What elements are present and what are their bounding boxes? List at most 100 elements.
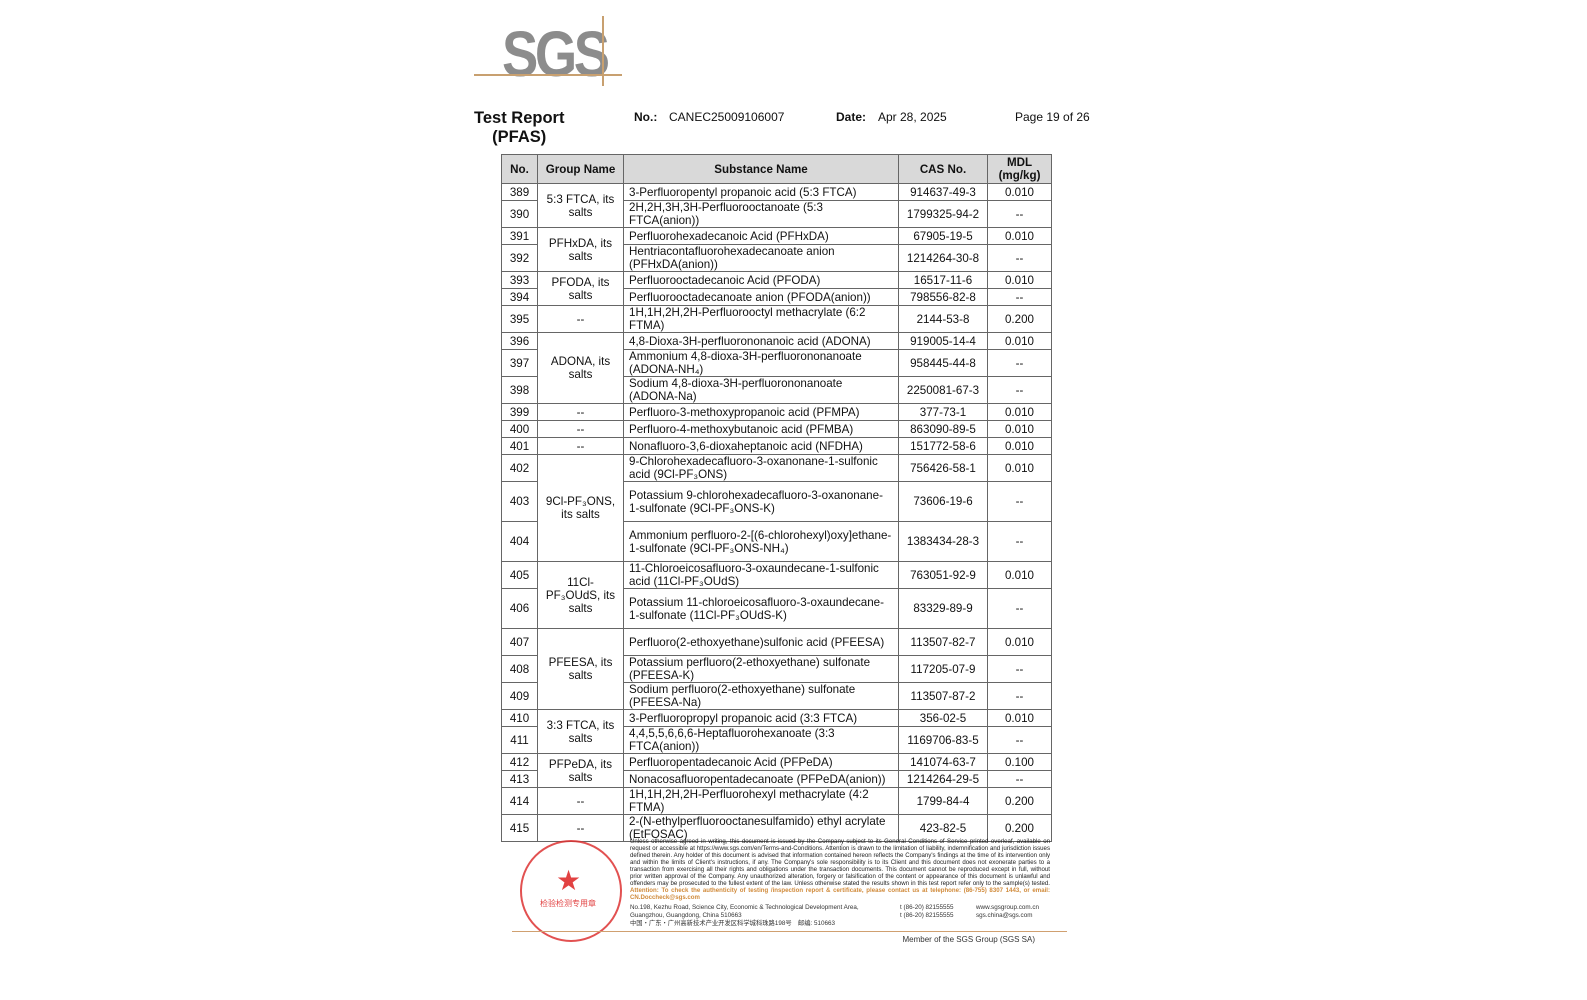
- cell-substance: Ammonium perfluoro-2-[(6-chlorohexyl)oxy…: [623, 521, 899, 562]
- contact-info: No.198, Kezhu Road, Science City, Econom…: [630, 904, 1050, 928]
- table-row: 389 5:3 FTCA, its salts 3-Perfluoropentyl …: [501, 183, 1052, 228]
- cell-no: 389: [501, 183, 538, 201]
- cell-cas: 83329-89-9: [898, 588, 988, 629]
- cell-cas: 2250081-67-3: [898, 376, 988, 404]
- star-icon: ★: [556, 865, 582, 896]
- cell-substance: Potassium 9-chlorohexadecafluoro-3-oxano…: [623, 481, 899, 522]
- logo-line: [602, 16, 604, 86]
- cell-mdl: --: [987, 288, 1052, 306]
- cell-mdl: 0.010: [987, 403, 1052, 421]
- table-row: 411 4,4,5,5,6,6,6-Heptafluorohexanoate (3…: [501, 726, 1052, 754]
- cell-cas: 117205-07-9: [898, 655, 988, 683]
- cell-mdl: 0.010: [987, 454, 1052, 482]
- cell-mdl: --: [987, 682, 1052, 710]
- table-row: 414 -- 1H,1H,2H,2H-Perfluorohexyl methacry…: [501, 787, 1052, 815]
- cell-group: --: [537, 420, 624, 438]
- phone: t (86-20) 82155555: [900, 904, 954, 911]
- table-row: 408 Potassium perfluoro(2-ethoxyethane) s…: [501, 655, 1052, 683]
- member-note: Member of the SGS Group (SGS SA): [902, 935, 1036, 944]
- cell-no: 397: [501, 349, 538, 377]
- cell-substance: Perfluoro-3-methoxypropanoic acid (PFMPA…: [623, 403, 899, 421]
- cell-mdl: 0.100: [987, 753, 1052, 771]
- cell-cas: 1799-84-4: [898, 787, 988, 815]
- cell-no: 414: [501, 787, 538, 815]
- cell-mdl: 0.010: [987, 437, 1052, 455]
- cell-cas: 356-02-5: [898, 709, 988, 727]
- cell-cas: 763051-92-9: [898, 561, 988, 589]
- attention-note: Attention: To check the authenticity of …: [630, 887, 1050, 901]
- cell-mdl: 0.010: [987, 561, 1052, 589]
- col-no: No.: [501, 154, 538, 184]
- cell-substance: Sodium 4,8-dioxa-3H-perfluorononanoate (…: [623, 376, 899, 404]
- cell-cas: 798556-82-8: [898, 288, 988, 306]
- cell-mdl: 0.010: [987, 271, 1052, 289]
- cell-no: 411: [501, 726, 538, 754]
- no-label: No.:: [634, 110, 658, 124]
- stamp-text: 检验检测专用章: [540, 899, 596, 908]
- cell-mdl: --: [987, 349, 1052, 377]
- table-row: 395 -- 1H,1H,2H,2H-Perfluorooctyl methacry…: [501, 305, 1052, 333]
- table-row: 396 ADONA, its salts 4,8-Dioxa-3H-perfluor…: [501, 332, 1052, 404]
- cell-no: 408: [501, 655, 538, 683]
- cell-group: PFEESA, its salts: [537, 628, 624, 710]
- cell-substance: 1H,1H,2H,2H-Perfluorooctyl methacrylate …: [623, 305, 899, 333]
- cell-group: 3:3 FTCA, its salts: [537, 709, 624, 754]
- cell-substance: Perfluoropentadecanoic Acid (PFPeDA): [623, 753, 899, 771]
- cell-no: 404: [501, 521, 538, 562]
- cell-no: 406: [501, 588, 538, 629]
- cell-substance: Perfluoro(2-ethoxyethane)sulfonic acid (…: [623, 628, 899, 656]
- website: www.sgsgroup.com.cn: [976, 904, 1039, 911]
- cell-cas: 863090-89-5: [898, 420, 988, 438]
- cell-no: 409: [501, 682, 538, 710]
- cell-mdl: 0.200: [987, 305, 1052, 333]
- cell-mdl: --: [987, 655, 1052, 683]
- cell-cas: 113507-87-2: [898, 682, 988, 710]
- footer: Unless otherwise agreed in writing, this…: [512, 838, 1067, 944]
- table-row: 391 PFHxDA, its salts Perfluorohexadecanoi…: [501, 227, 1052, 272]
- cell-no: 395: [501, 305, 538, 333]
- cell-no: 410: [501, 709, 538, 727]
- table-row: 413 Nonacosafluoropentadecanoate (PFPeDA(…: [501, 770, 1052, 788]
- cell-no: 394: [501, 288, 538, 306]
- cell-substance: Perfluorooctadecanoate anion (PFODA(anio…: [623, 288, 899, 306]
- cell-mdl: 0.010: [987, 183, 1052, 201]
- substance-table: No. Group Name Substance Name CAS No. MD…: [501, 154, 1052, 842]
- cell-mdl: --: [987, 588, 1052, 629]
- report-title: Test Report (PFAS): [474, 109, 565, 146]
- cell-substance: 2H,2H,3H,3H-Perfluorooctanoate (5:3 FTCA…: [623, 200, 899, 228]
- cell-no: 415: [501, 814, 538, 842]
- cell-mdl: --: [987, 244, 1052, 272]
- table-row: 399 -- Perfluoro-3-methoxypropanoic acid (…: [501, 403, 1052, 421]
- cell-mdl: --: [987, 481, 1052, 522]
- cell-mdl: --: [987, 200, 1052, 228]
- cell-substance: Perfluorooctadecanoic Acid (PFODA): [623, 271, 899, 289]
- table-row: 410 3:3 FTCA, its salts 3-Perfluoropropyl …: [501, 709, 1052, 754]
- cell-substance: 9-Chlorohexadecafluoro-3-oxanonane-1-sul…: [623, 454, 899, 482]
- table-row: 394 Perfluorooctadecanoate anion (PFODA(a…: [501, 288, 1052, 306]
- cell-cas: 2144-53-8: [898, 305, 988, 333]
- cell-no: 400: [501, 420, 538, 438]
- cell-group: PFPeDA, its salts: [537, 753, 624, 788]
- cell-no: 391: [501, 227, 538, 245]
- col-mdl: MDL (mg/kg): [987, 154, 1052, 184]
- cell-substance: 1H,1H,2H,2H-Perfluorohexyl methacrylate …: [623, 787, 899, 815]
- table-row: 404 Ammonium perfluoro-2-[(6-chlorohexyl)…: [501, 521, 1052, 562]
- table-row: 397 Ammonium 4,8-dioxa-3H-perfluorononano…: [501, 349, 1052, 377]
- cell-group: --: [537, 787, 624, 815]
- col-cas: CAS No.: [898, 154, 988, 184]
- cell-mdl: --: [987, 726, 1052, 754]
- address-en: No.198, Kezhu Road, Science City, Econom…: [630, 904, 859, 919]
- cell-substance: 4,8-Dioxa-3H-perfluorononanoic acid (ADO…: [623, 332, 899, 350]
- company-stamp: ★ 检验检测专用章: [520, 840, 622, 942]
- table-row: 412 PFPeDA, its salts Perfluoropentadecano…: [501, 753, 1052, 788]
- cell-no: 398: [501, 376, 538, 404]
- cell-group: 5:3 FTCA, its salts: [537, 183, 624, 228]
- disclaimer: Unless otherwise agreed in writing, this…: [630, 838, 1050, 901]
- cell-substance: 2-(N-ethylperfluorooctanesulfamido) ethy…: [623, 814, 899, 842]
- fax: t (86-20) 82155555: [900, 912, 954, 919]
- cell-no: 390: [501, 200, 538, 228]
- cell-cas: 1214264-30-8: [898, 244, 988, 272]
- table-row: 400 -- Perfluoro-4-methoxybutanoic acid (P…: [501, 420, 1052, 438]
- cell-cas: 73606-19-6: [898, 481, 988, 522]
- cell-cas: 756426-58-1: [898, 454, 988, 482]
